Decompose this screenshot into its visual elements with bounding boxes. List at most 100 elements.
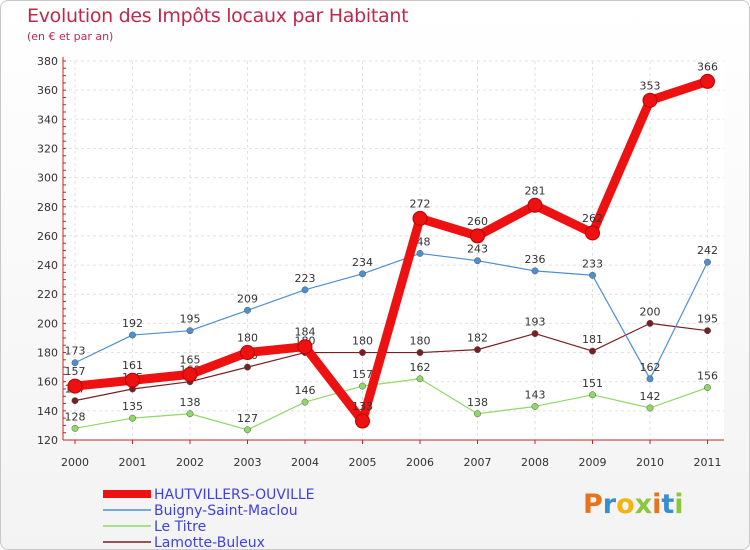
y-tick-label: 260 xyxy=(37,230,58,243)
data-label-hautvillers-ouville: 157 xyxy=(65,365,86,378)
data-point-le-titre xyxy=(244,426,251,434)
data-point-le-titre xyxy=(301,398,309,406)
y-tick-label: 280 xyxy=(37,201,58,214)
data-label-hautvillers-ouville: 366 xyxy=(697,60,718,73)
y-tick-label: 380 xyxy=(37,55,58,68)
data-label-lamotte-buleux: 180 xyxy=(352,335,373,348)
y-tick-label: 120 xyxy=(37,434,58,447)
series-line-lamotte-buleux xyxy=(74,322,709,402)
data-point-hautvillers-ouville xyxy=(470,228,485,244)
data-point-hautvillers-ouville xyxy=(125,372,140,388)
data-point-hautvillers-ouville xyxy=(355,413,370,429)
logo-letter: x xyxy=(634,489,653,520)
data-label-hautvillers-ouville: 161 xyxy=(122,359,143,372)
x-tick-label: 2002 xyxy=(176,456,204,469)
data-label-le-titre: 138 xyxy=(180,396,201,409)
data-label-buigny-saint-maclou: 192 xyxy=(122,317,143,330)
data-point-le-titre xyxy=(416,375,424,383)
data-label-buigny-saint-maclou: 243 xyxy=(467,243,488,256)
data-label-buigny-saint-maclou: 233 xyxy=(582,257,603,270)
data-point-le-titre xyxy=(129,414,136,422)
x-tick-label: 2008 xyxy=(521,456,549,469)
data-label-le-titre: 146 xyxy=(295,384,316,397)
legend-label-lamotte-buleux: Lamotte-Buleux xyxy=(154,535,265,549)
y-tick-label: 360 xyxy=(37,84,58,97)
series-line-hautvillers-ouville xyxy=(70,76,712,426)
data-point-hautvillers-ouville xyxy=(642,92,658,108)
data-point-hautvillers-ouville xyxy=(240,345,255,361)
data-point-buigny-saint-maclou xyxy=(129,331,136,339)
data-label-hautvillers-ouville: 133 xyxy=(352,400,373,413)
proxiti-logo: Proxiti xyxy=(583,489,684,520)
y-tick-label: 180 xyxy=(37,347,58,360)
data-label-lamotte-buleux: 195 xyxy=(697,313,718,326)
legend-label-buigny-saint-maclou: Buigny-Saint-Maclou xyxy=(154,503,298,519)
data-label-buigny-saint-maclou: 195 xyxy=(180,313,201,326)
data-label-hautvillers-ouville: 281 xyxy=(525,184,546,197)
data-label-buigny-saint-maclou: 236 xyxy=(525,253,546,266)
data-label-le-titre: 128 xyxy=(65,410,86,423)
data-point-lamotte-buleux xyxy=(416,349,424,356)
data-point-le-titre xyxy=(589,391,596,399)
data-point-lamotte-buleux xyxy=(474,346,481,354)
x-tick-label: 2003 xyxy=(234,456,262,469)
series-line-buigny-saint-maclou xyxy=(74,252,709,380)
data-point-lamotte-buleux xyxy=(531,330,539,338)
data-label-lamotte-buleux: 200 xyxy=(640,305,661,318)
data-point-buigny-saint-maclou xyxy=(71,359,79,367)
data-point-buigny-saint-maclou xyxy=(704,258,711,266)
series-line-le-titre xyxy=(74,378,709,431)
data-label-hautvillers-ouville: 184 xyxy=(295,326,316,339)
x-tick-label: 2007 xyxy=(464,456,492,469)
data-point-lamotte-buleux xyxy=(359,349,366,356)
data-point-buigny-saint-maclou xyxy=(186,327,194,335)
data-label-le-titre: 135 xyxy=(122,400,143,413)
y-tick-label: 300 xyxy=(37,172,58,185)
data-point-le-titre xyxy=(646,404,654,412)
logo-letter: o xyxy=(616,489,635,520)
data-point-hautvillers-ouville xyxy=(585,225,600,241)
x-tick-label: 2010 xyxy=(636,456,664,469)
data-label-le-titre: 143 xyxy=(525,388,546,401)
legend-label-hautvillers-ouville: HAUTVILLERS-OUVILLE xyxy=(154,487,315,503)
data-label-lamotte-buleux: 182 xyxy=(467,332,488,345)
data-label-buigny-saint-maclou: 242 xyxy=(697,244,718,257)
data-label-lamotte-buleux: 193 xyxy=(525,316,546,329)
data-point-le-titre xyxy=(531,403,539,410)
data-point-le-titre xyxy=(474,410,481,418)
x-tick-label: 2004 xyxy=(291,456,319,469)
data-point-lamotte-buleux xyxy=(71,397,79,405)
y-tick-label: 160 xyxy=(37,376,58,389)
data-label-buigny-saint-maclou: 162 xyxy=(640,361,661,374)
data-point-lamotte-buleux xyxy=(589,347,596,355)
data-label-le-titre: 138 xyxy=(467,396,488,409)
x-tick-label: 2001 xyxy=(119,456,147,469)
chart-subtitle: (en € et par an) xyxy=(27,30,114,43)
logo-letter: r xyxy=(602,489,617,520)
logo-letter: t xyxy=(661,489,675,520)
data-point-hautvillers-ouville xyxy=(700,73,715,89)
data-point-buigny-saint-maclou xyxy=(474,257,481,265)
data-label-le-titre: 162 xyxy=(410,361,431,374)
data-label-le-titre: 151 xyxy=(582,377,603,390)
data-label-lamotte-buleux: 181 xyxy=(582,333,603,346)
data-label-hautvillers-ouville: 180 xyxy=(237,332,258,345)
x-tick-label: 2011 xyxy=(694,456,722,469)
data-label-hautvillers-ouville: 353 xyxy=(640,79,661,92)
x-tick-label: 2005 xyxy=(349,456,377,469)
y-tick-label: 340 xyxy=(37,113,58,126)
logo-letter: P xyxy=(583,489,603,520)
data-point-lamotte-buleux xyxy=(704,327,711,335)
data-point-buigny-saint-maclou xyxy=(359,270,366,278)
data-label-buigny-saint-maclou: 223 xyxy=(295,272,316,285)
data-point-buigny-saint-maclou xyxy=(416,249,424,257)
data-label-buigny-saint-maclou: 234 xyxy=(352,256,373,269)
data-label-le-titre: 157 xyxy=(352,368,373,381)
y-tick-label: 200 xyxy=(37,317,58,330)
data-point-hautvillers-ouville xyxy=(412,210,428,226)
y-tick-label: 240 xyxy=(37,259,58,272)
data-label-buigny-saint-maclou: 209 xyxy=(237,292,258,305)
data-point-buigny-saint-maclou xyxy=(589,271,596,279)
data-point-hautvillers-ouville xyxy=(182,366,198,382)
